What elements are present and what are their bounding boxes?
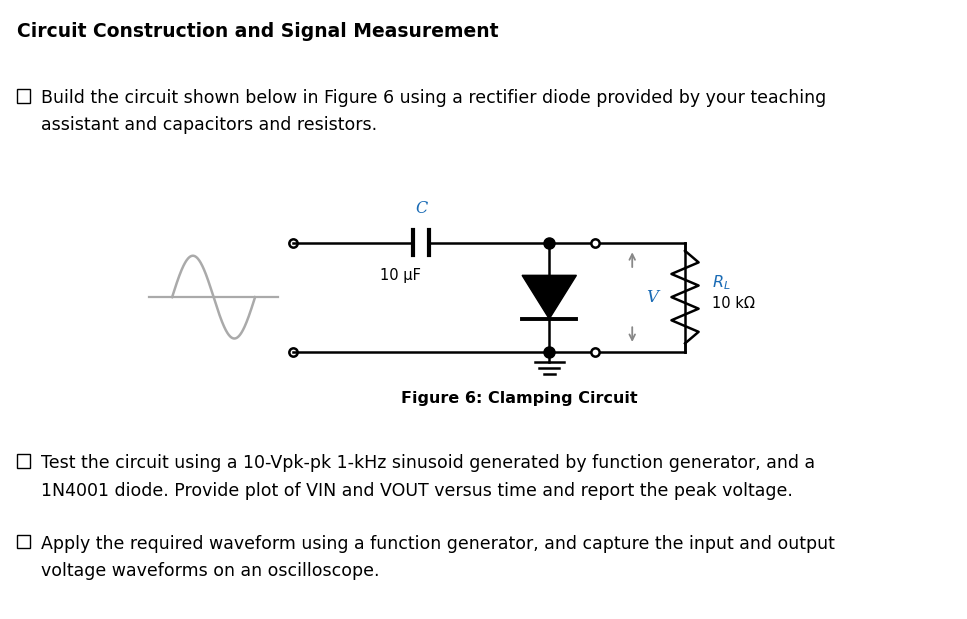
Text: Test the circuit using a 10-Vpk-pk 1-kHz sinusoid generated by function generato: Test the circuit using a 10-Vpk-pk 1-kHz… xyxy=(41,454,815,472)
Text: Build the circuit shown below in Figure 6 using a rectifier diode provided by yo: Build the circuit shown below in Figure … xyxy=(41,89,826,107)
Polygon shape xyxy=(522,275,576,319)
Text: voltage waveforms on an oscilloscope.: voltage waveforms on an oscilloscope. xyxy=(41,562,379,580)
Text: Circuit Construction and Signal Measurement: Circuit Construction and Signal Measurem… xyxy=(17,22,499,41)
Text: 1N4001 diode. Provide plot of VIN and VOUT versus time and report the peak volta: 1N4001 diode. Provide plot of VIN and VO… xyxy=(41,482,793,500)
Text: 10 μF: 10 μF xyxy=(379,268,421,283)
Text: C: C xyxy=(415,200,427,217)
Text: 10 kΩ: 10 kΩ xyxy=(712,297,755,311)
Text: assistant and capacitors and resistors.: assistant and capacitors and resistors. xyxy=(41,116,377,134)
Text: Figure 6: Clamping Circuit: Figure 6: Clamping Circuit xyxy=(400,391,637,406)
Text: V: V xyxy=(646,288,658,306)
Text: $R_L$: $R_L$ xyxy=(712,273,731,292)
Text: Apply the required waveform using a function generator, and capture the input an: Apply the required waveform using a func… xyxy=(41,535,835,553)
